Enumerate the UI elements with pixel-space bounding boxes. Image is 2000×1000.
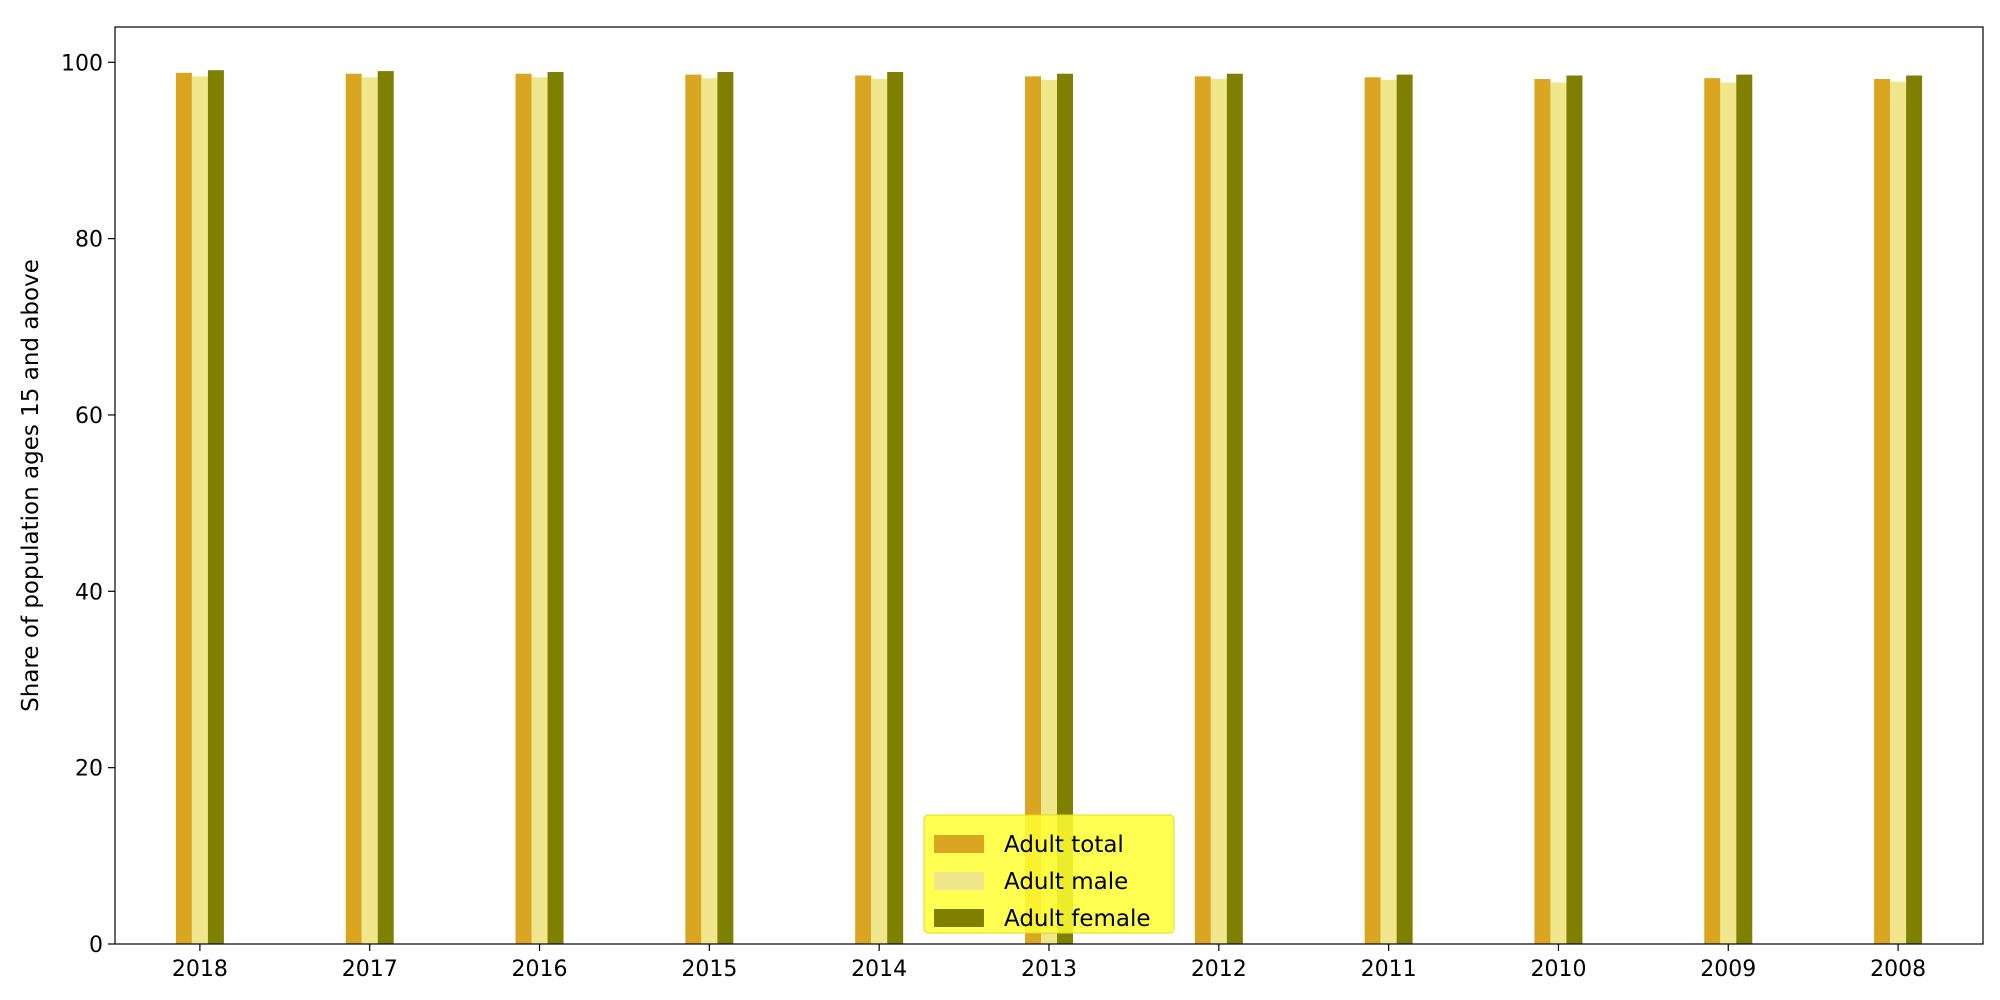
bar-adult-female-2016 bbox=[548, 72, 564, 944]
bar-adult-female-2010 bbox=[1566, 76, 1582, 945]
x-tick-label: 2010 bbox=[1530, 957, 1586, 982]
x-axis-ticks: 2018 2017 2016 2015 2014 2013 2012 2011 2010 2009… bbox=[172, 944, 1926, 982]
y-tick-label: 20 bbox=[75, 757, 103, 782]
y-tick-label: 60 bbox=[75, 404, 103, 429]
bar-adult-male-2012 bbox=[1211, 79, 1227, 944]
bar-adult-male-2009 bbox=[1720, 83, 1736, 944]
y-tick-label: 80 bbox=[75, 228, 103, 253]
bar-adult-total-2009 bbox=[1704, 78, 1720, 944]
legend: Adult total Adult male Adult female bbox=[924, 815, 1174, 933]
bar-adult-female-2018 bbox=[208, 70, 224, 944]
x-tick-label: 2014 bbox=[851, 957, 907, 982]
legend-swatch bbox=[934, 909, 984, 927]
legend-swatch bbox=[934, 872, 984, 890]
bar-adult-total-2013 bbox=[1025, 76, 1041, 944]
bar-adult-total-2008 bbox=[1874, 79, 1890, 944]
bar-adult-male-2017 bbox=[362, 77, 378, 944]
bar-adult-male-2013 bbox=[1041, 80, 1057, 944]
bar-adult-female-2013 bbox=[1057, 74, 1073, 944]
bar-adult-total-2016 bbox=[516, 74, 532, 944]
bar-adult-total-2017 bbox=[346, 74, 362, 944]
x-tick-label: 2015 bbox=[681, 957, 737, 982]
bars-layer bbox=[176, 70, 1922, 944]
legend-label: Adult total bbox=[1004, 832, 1124, 858]
bar-adult-male-2016 bbox=[532, 77, 548, 944]
bar-adult-female-2009 bbox=[1736, 75, 1752, 944]
x-tick-label: 2009 bbox=[1700, 957, 1756, 982]
bar-adult-male-2015 bbox=[701, 78, 717, 944]
bar-adult-female-2015 bbox=[717, 72, 733, 944]
y-tick-label: 0 bbox=[89, 933, 103, 958]
x-tick-label: 2011 bbox=[1361, 957, 1417, 982]
bar-adult-total-2015 bbox=[685, 75, 701, 944]
bar-adult-total-2014 bbox=[855, 76, 871, 945]
legend-label: Adult female bbox=[1004, 906, 1151, 932]
bar-adult-female-2011 bbox=[1397, 75, 1413, 944]
bar-adult-total-2010 bbox=[1534, 79, 1550, 944]
bar-adult-total-2012 bbox=[1195, 76, 1211, 944]
x-tick-label: 2013 bbox=[1021, 957, 1077, 982]
bar-adult-male-2018 bbox=[192, 76, 208, 944]
bar-adult-male-2014 bbox=[871, 79, 887, 944]
bar-adult-male-2008 bbox=[1890, 82, 1906, 944]
legend-swatch bbox=[934, 835, 984, 853]
bar-adult-female-2012 bbox=[1227, 74, 1243, 944]
y-tick-label: 40 bbox=[75, 580, 103, 605]
x-tick-label: 2012 bbox=[1191, 957, 1247, 982]
bar-adult-female-2008 bbox=[1906, 76, 1922, 945]
bar-adult-total-2018 bbox=[176, 73, 192, 944]
x-tick-label: 2018 bbox=[172, 957, 228, 982]
bar-adult-male-2010 bbox=[1550, 83, 1566, 944]
x-tick-label: 2016 bbox=[512, 957, 568, 982]
y-axis-label: Share of population ages 15 and above bbox=[18, 259, 44, 712]
y-tick-label: 100 bbox=[61, 51, 103, 76]
legend-label: Adult male bbox=[1004, 869, 1128, 895]
x-tick-label: 2017 bbox=[342, 957, 398, 982]
bar-adult-female-2017 bbox=[378, 71, 394, 944]
y-axis-ticks: 0 20 40 60 80 100 bbox=[61, 51, 115, 958]
x-tick-label: 2008 bbox=[1870, 957, 1926, 982]
bar-adult-female-2014 bbox=[887, 72, 903, 944]
bar-adult-total-2011 bbox=[1365, 77, 1381, 944]
bar-adult-male-2011 bbox=[1381, 80, 1397, 944]
